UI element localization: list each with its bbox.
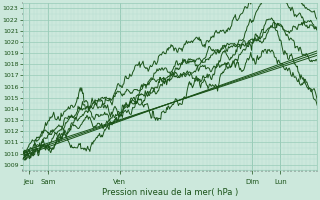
- X-axis label: Pression niveau de la mer( hPa ): Pression niveau de la mer( hPa ): [102, 188, 238, 197]
